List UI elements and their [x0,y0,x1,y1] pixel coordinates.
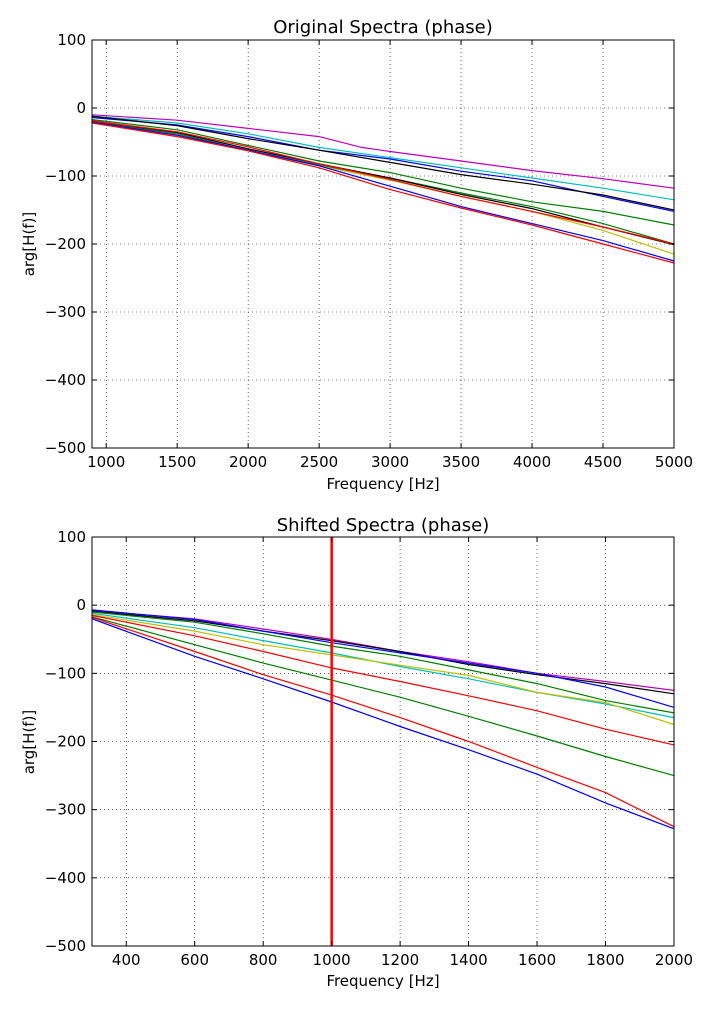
ticks: 1000 1500 2000 2500 3000 3500 4000 4500 50001000… [45,31,693,471]
y-axis-label: arg[H(f)] [20,212,38,277]
y-tick-label: −400 [45,371,86,389]
y-tick-label: −300 [45,801,86,819]
x-tick-label: 4500 [584,453,622,471]
x-tick-label: 2500 [300,453,338,471]
series-line-3 [91,116,675,212]
series-line-5 [91,119,675,226]
chart-title: Shifted Spectra (phase) [277,515,490,536]
grid [92,39,675,449]
x-tick-label: 5000 [655,453,693,471]
x-tick-label: 2000 [655,951,693,969]
x-axis-label: Frequency [Hz] [326,972,439,990]
series-line-1 [91,114,675,189]
chart-title: Original Spectra (phase) [273,17,493,38]
y-tick-label: −100 [45,664,86,682]
series-line-7 [91,122,675,255]
y-tick-label: −200 [45,733,86,751]
series-line-3 [91,609,675,708]
series-line-5 [91,612,675,719]
x-tick-label: 1500 [158,453,196,471]
x-tick-label: 3500 [442,453,480,471]
series-line-4 [91,611,675,714]
x-tick-label: 1400 [449,951,487,969]
original-spectra-chart: Original Spectra (phase) Frequency [Hz] … [20,17,693,493]
series-line-11 [91,122,675,264]
x-tick-label: 1600 [518,951,556,969]
x-tick-label: 2000 [229,453,267,471]
y-axis-label: arg[H(f)] [20,710,38,775]
y-tick-label: 100 [57,528,86,546]
x-tick-label: 600 [180,951,209,969]
ticks: 400 600 800 1000 1200 1400 1600 1800 20001000−10… [45,528,693,969]
x-axis-label: Frequency [Hz] [326,475,439,493]
y-tick-label: 100 [57,31,86,49]
series-line-4 [91,115,675,211]
series-line-10 [91,618,675,830]
series-line-10 [91,121,675,262]
y-tick-label: −500 [45,937,86,955]
x-tick-label: 1200 [381,951,419,969]
series-line-9 [91,616,675,828]
y-tick-label: −100 [45,167,86,185]
series-line-2 [91,610,675,695]
y-tick-label: −300 [45,303,86,321]
series-line-7 [91,614,675,746]
y-tick-label: 0 [76,596,86,614]
plot-frame [91,536,675,947]
x-tick-label: 1000 [313,951,351,969]
y-tick-label: −200 [45,235,86,253]
x-tick-label: 800 [249,951,278,969]
y-tick-label: −400 [45,869,86,887]
series-line-8 [91,120,675,246]
series-lines [91,114,675,264]
series-lines [91,537,675,946]
x-tick-label: 400 [112,951,141,969]
x-tick-label: 3000 [371,453,409,471]
grid [92,536,675,947]
x-tick-label: 1800 [586,951,624,969]
shifted-spectra-chart: Shifted Spectra (phase) Frequency [Hz] a… [20,515,693,990]
y-tick-label: 0 [76,99,86,117]
x-tick-label: 4000 [513,453,551,471]
x-tick-label: 1000 [87,453,125,471]
series-line-2 [91,115,675,201]
plot-frame [91,39,675,449]
series-line-6 [91,614,675,726]
y-tick-label: −500 [45,439,86,457]
series-line-9 [91,120,675,245]
series-line-8 [91,616,675,777]
